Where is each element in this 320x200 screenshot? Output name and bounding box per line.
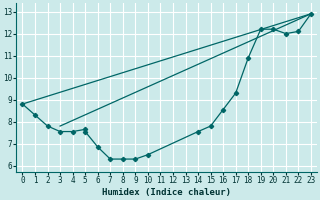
X-axis label: Humidex (Indice chaleur): Humidex (Indice chaleur) bbox=[102, 188, 231, 197]
